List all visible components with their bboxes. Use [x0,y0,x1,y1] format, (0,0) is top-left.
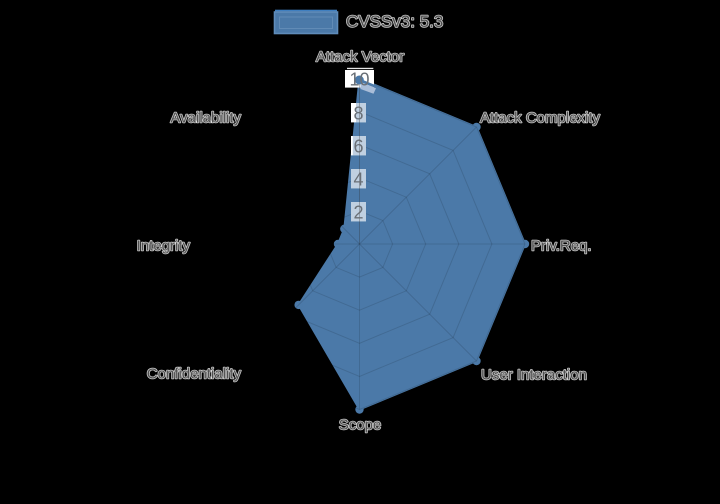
svg-text:Scope: Scope [339,417,382,434]
svg-text:Integrity: Integrity [137,238,191,255]
svg-text:10: 10 [349,70,369,90]
svg-text:Availability: Availability [170,110,241,127]
svg-text:4: 4 [353,170,363,190]
svg-text:CVSSv3: 5.3: CVSSv3: 5.3 [346,12,443,31]
svg-text:Attack Complexity: Attack Complexity [480,110,601,127]
svg-text:Confidentiality: Confidentiality [147,366,242,383]
svg-text:Priv.Req.: Priv.Req. [531,238,592,255]
svg-text:User Interaction: User Interaction [481,367,587,384]
svg-text:2: 2 [353,203,363,223]
svg-text:6: 6 [353,137,363,157]
svg-text:8: 8 [353,104,363,124]
svg-text:Attack Vector: Attack Vector [316,49,404,66]
